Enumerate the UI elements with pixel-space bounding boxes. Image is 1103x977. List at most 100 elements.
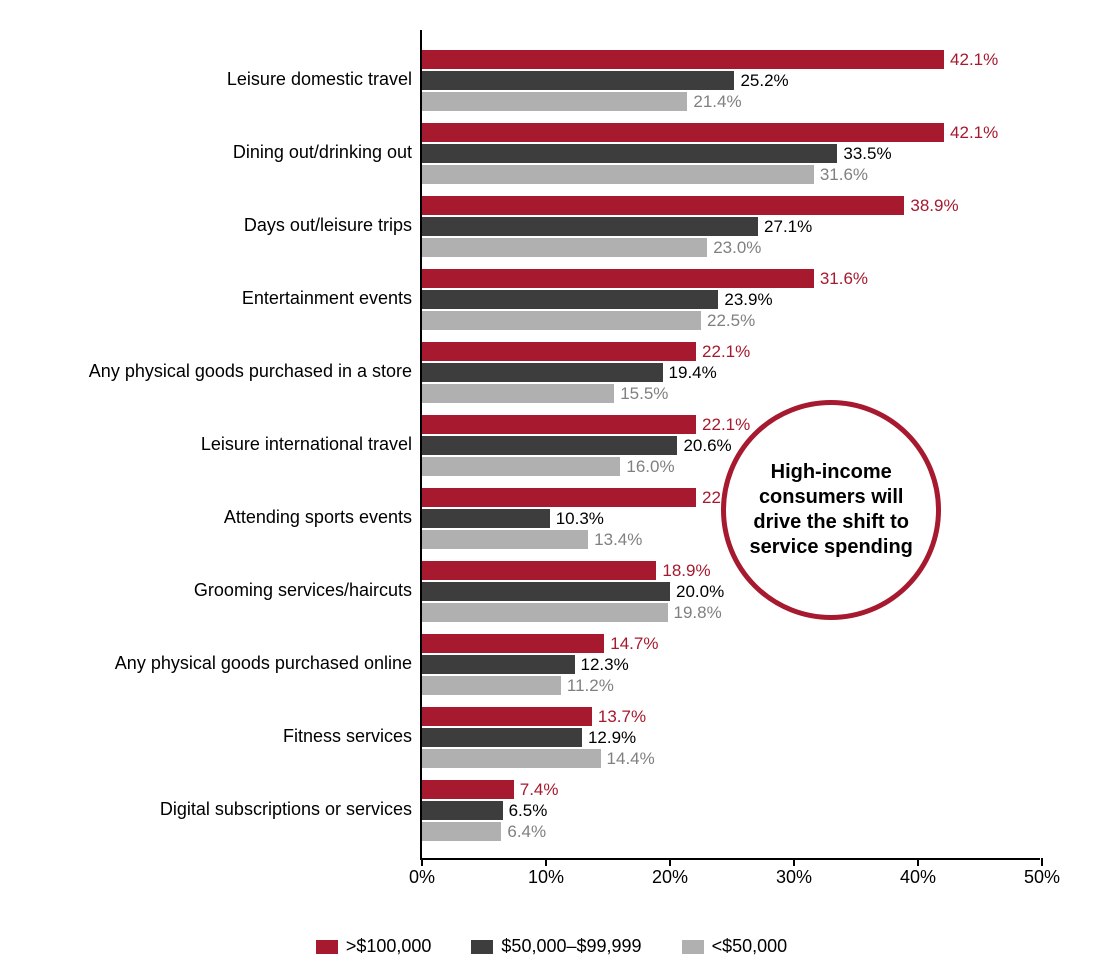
bar [422, 436, 677, 455]
bar [422, 196, 904, 215]
bar-value-label: 19.8% [668, 603, 722, 622]
bar [422, 311, 701, 330]
bar-value-label: 12.9% [582, 728, 636, 747]
category-label: Leisure international travel [32, 434, 412, 456]
x-tick-mark [1041, 858, 1043, 866]
bar-value-label: 27.1% [758, 217, 812, 236]
legend-swatch [316, 940, 338, 954]
bar-value-label: 11.2% [561, 676, 614, 695]
category-label: Any physical goods purchased online [32, 653, 412, 675]
bar [422, 342, 696, 361]
legend-swatch [471, 940, 493, 954]
bar-value-label: 15.5% [614, 384, 668, 403]
legend-label: $50,000–$99,999 [501, 936, 641, 957]
bar-value-label: 7.4% [514, 780, 559, 799]
bar [422, 582, 670, 601]
bar-value-label: 18.9% [656, 561, 710, 580]
bar-value-label: 22.1% [696, 342, 750, 361]
x-tick-mark [545, 858, 547, 866]
x-tick-mark [669, 858, 671, 866]
bar [422, 384, 614, 403]
bar [422, 363, 663, 382]
x-tick-label: 40% [900, 867, 936, 888]
bar [422, 676, 561, 695]
bar [422, 603, 668, 622]
bar-value-label: 6.5% [503, 801, 548, 820]
category-label: Any physical goods purchased in a store [32, 361, 412, 383]
x-tick-mark [917, 858, 919, 866]
category-label: Days out/leisure trips [32, 215, 412, 237]
bar-value-label: 13.4% [588, 530, 642, 549]
plot-area: 0%10%20%30%40%50%Leisure domestic travel… [420, 30, 1040, 860]
bar-value-label: 14.4% [601, 749, 655, 768]
legend-item: >$100,000 [316, 936, 432, 957]
bar [422, 780, 514, 799]
x-tick-mark [421, 858, 423, 866]
bar [422, 238, 707, 257]
bar [422, 50, 944, 69]
bar [422, 707, 592, 726]
legend-label: >$100,000 [346, 936, 432, 957]
bar [422, 488, 696, 507]
x-tick-label: 20% [652, 867, 688, 888]
bar-value-label: 22.1% [696, 415, 750, 434]
chart-container: 0% 10% 20% 30% 40% 50% Leisure domestic travel… [20, 20, 1083, 957]
bar-value-label: 16.0% [620, 457, 674, 476]
legend-label: <$50,000 [712, 936, 788, 957]
x-tick-mark [793, 858, 795, 866]
legend-item: <$50,000 [682, 936, 788, 957]
bar [422, 728, 582, 747]
bar [422, 561, 656, 580]
x-tick-label: 0% [409, 867, 435, 888]
bar [422, 801, 503, 820]
x-tick-label: 50% [1024, 867, 1060, 888]
bar-value-label: 38.9% [904, 196, 958, 215]
bar [422, 822, 501, 841]
bar [422, 217, 758, 236]
bar [422, 509, 550, 528]
bar [422, 655, 575, 674]
bar-value-label: 31.6% [814, 165, 868, 184]
category-label: Attending sports events [32, 507, 412, 529]
bar-value-label: 13.7% [592, 707, 646, 726]
bar [422, 457, 620, 476]
bar-value-label: 42.1% [944, 50, 998, 69]
bar-value-label: 25.2% [734, 71, 788, 90]
bar-value-label: 10.3% [550, 509, 604, 528]
bar [422, 634, 604, 653]
category-label: Digital subscriptions or services [32, 799, 412, 821]
bar [422, 749, 601, 768]
bar-value-label: 6.4% [501, 822, 546, 841]
legend: >$100,000 $50,000–$99,999 <$50,000 [20, 936, 1083, 957]
bar-value-label: 21.4% [687, 92, 741, 111]
bar [422, 165, 814, 184]
bar-value-label: 42.1% [944, 123, 998, 142]
category-label: Leisure domestic travel [32, 69, 412, 91]
bar-value-label: 19.4% [663, 363, 717, 382]
legend-item: $50,000–$99,999 [471, 936, 641, 957]
bar-value-label: 31.6% [814, 269, 868, 288]
bar-value-label: 22.5% [701, 311, 755, 330]
x-tick-label: 30% [776, 867, 812, 888]
bar-value-label: 23.0% [707, 238, 761, 257]
bar-value-label: 12.3% [575, 655, 629, 674]
bar [422, 71, 734, 90]
bar [422, 269, 814, 288]
x-tick-label: 10% [528, 867, 564, 888]
callout-circle: High-income consumers will drive the shi… [721, 400, 941, 620]
bar-value-label: 20.0% [670, 582, 724, 601]
category-label: Dining out/drinking out [32, 142, 412, 164]
bar-value-label: 14.7% [604, 634, 658, 653]
bar [422, 123, 944, 142]
legend-swatch [682, 940, 704, 954]
category-label: Fitness services [32, 726, 412, 748]
bar [422, 530, 588, 549]
bar-value-label: 33.5% [837, 144, 891, 163]
bar [422, 415, 696, 434]
category-label: Entertainment events [32, 288, 412, 310]
bar-value-label: 23.9% [718, 290, 772, 309]
bar [422, 144, 837, 163]
bar-value-label: 20.6% [677, 436, 731, 455]
bar [422, 290, 718, 309]
category-label: Grooming services/haircuts [32, 580, 412, 602]
